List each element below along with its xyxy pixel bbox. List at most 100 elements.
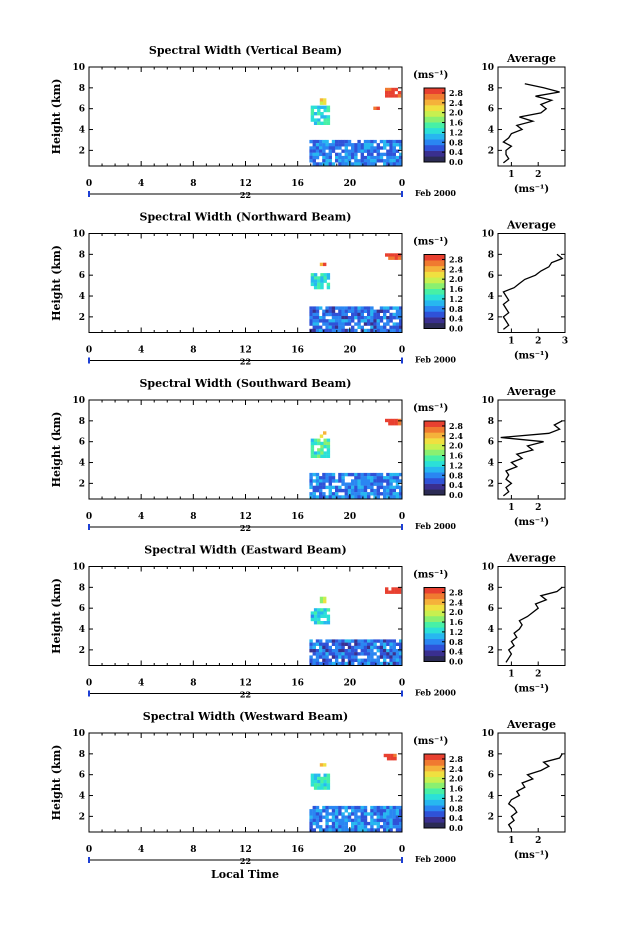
data-cell — [335, 645, 339, 650]
data-cell — [370, 828, 374, 832]
data-cell — [312, 658, 316, 662]
data-cell — [322, 152, 326, 157]
data-cell — [367, 146, 371, 150]
data-cell — [360, 482, 364, 486]
data-cell — [317, 608, 321, 612]
data-cell — [341, 652, 345, 656]
data-cell — [386, 309, 390, 313]
data-cell — [331, 319, 336, 323]
data-cell — [389, 805, 393, 810]
data-cell — [315, 476, 320, 480]
data-cell — [385, 91, 389, 95]
data-cell — [360, 152, 364, 157]
y-tick-label: 4 — [79, 792, 85, 802]
data-cell — [326, 115, 331, 119]
data-cell — [354, 488, 358, 493]
data-cell — [338, 312, 342, 317]
y-tick-label: 2 — [79, 479, 85, 489]
data-cell — [373, 488, 377, 493]
data-cell — [376, 495, 380, 499]
data-cell — [386, 828, 390, 832]
data-cell — [328, 649, 332, 653]
data-cell — [367, 639, 371, 643]
data-cell — [335, 479, 339, 483]
data-cell — [360, 306, 364, 310]
data-cell — [363, 322, 368, 326]
data-cell — [389, 162, 393, 166]
data-cell — [322, 809, 326, 813]
data-cell — [351, 149, 355, 153]
data-cell — [394, 587, 398, 591]
data-cell — [341, 325, 345, 329]
data-cell — [386, 639, 390, 643]
data-cell — [373, 162, 377, 166]
y-tick-label: 8 — [79, 84, 85, 94]
data-cell — [367, 149, 371, 153]
colorbar-tick-label: 0.4 — [449, 147, 463, 157]
data-cell — [379, 479, 384, 483]
x-tick-label: 16 — [291, 845, 304, 855]
data-cell — [383, 316, 387, 320]
data-cell — [344, 482, 348, 486]
data-cell — [322, 655, 326, 659]
data-cell — [376, 485, 380, 490]
data-cell — [310, 279, 315, 283]
data-cell — [395, 812, 400, 816]
data-cell — [319, 818, 323, 823]
data-cell — [320, 115, 324, 119]
average-y-tick-label: 6 — [488, 771, 494, 781]
data-cell — [331, 642, 336, 646]
data-cell — [391, 253, 395, 257]
date-label: Feb 2000 — [415, 688, 456, 698]
data-cell — [328, 661, 332, 666]
data-cell — [315, 152, 320, 157]
data-cell — [376, 649, 380, 653]
data-cell — [323, 614, 327, 618]
data-cell — [373, 821, 377, 826]
data-cell — [312, 319, 316, 323]
y-tick-label: 2 — [79, 812, 85, 822]
data-cell — [313, 121, 318, 125]
data-cell — [389, 828, 393, 832]
colorbar-frame — [423, 753, 446, 829]
data-cell — [312, 492, 316, 496]
data-cell — [338, 655, 342, 659]
data-cell — [310, 105, 315, 109]
data-cell — [376, 492, 380, 496]
data-cell — [313, 285, 318, 290]
data-cell — [323, 121, 327, 125]
data-cell — [325, 661, 329, 666]
data-cell — [312, 146, 316, 150]
data-cell — [379, 309, 384, 313]
average-y-tick-label: 10 — [481, 563, 494, 573]
data-cell — [386, 809, 390, 813]
data-cell — [376, 149, 380, 153]
data-cell — [392, 495, 396, 499]
x-tick-label: 4 — [138, 679, 144, 689]
data-cell — [325, 139, 329, 144]
data-cell — [395, 828, 400, 832]
data-cell — [357, 821, 361, 826]
data-cell — [360, 821, 364, 826]
data-cell — [357, 485, 361, 490]
data-cell — [328, 825, 332, 829]
day-label: 22 — [240, 690, 251, 700]
data-cell — [325, 815, 329, 819]
data-cell — [335, 312, 339, 317]
data-cell — [367, 495, 371, 499]
data-cell — [320, 608, 324, 612]
data-cell — [338, 476, 342, 480]
colorbar-segment — [424, 638, 445, 645]
data-cell — [312, 152, 316, 157]
data-cell — [319, 763, 324, 767]
data-cell — [323, 118, 327, 122]
data-cell — [376, 316, 380, 320]
data-cell — [386, 642, 390, 646]
data-cell — [344, 316, 348, 320]
data-cell — [370, 139, 374, 144]
date-label: Feb 2000 — [415, 355, 456, 365]
y-tick-label: 4 — [79, 126, 85, 136]
data-cell — [392, 652, 396, 656]
data-cell — [331, 492, 336, 496]
colorbar-tick-label: 2.8 — [449, 587, 463, 597]
